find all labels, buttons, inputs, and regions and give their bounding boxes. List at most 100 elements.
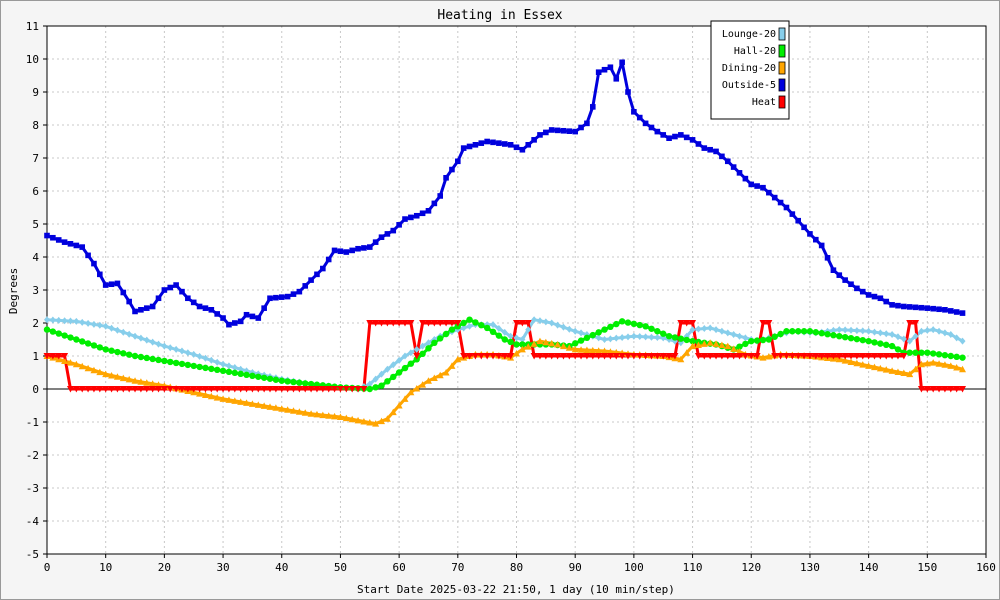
marker-lounge-20 — [507, 332, 514, 340]
marker-hall-20 — [90, 342, 98, 349]
marker-outside-5 — [771, 194, 778, 201]
marker-dining-20 — [882, 366, 890, 373]
marker-dining-20 — [847, 358, 855, 365]
marker-heat — [730, 353, 738, 360]
marker-heat — [248, 386, 256, 393]
marker-lounge-20 — [883, 330, 890, 338]
marker-lounge-20 — [742, 334, 749, 342]
marker-hall-20 — [249, 372, 256, 379]
marker-hall-20 — [61, 332, 68, 339]
marker-hall-20 — [213, 366, 221, 374]
marker-heat — [835, 353, 843, 360]
marker-hall-20 — [178, 360, 186, 368]
marker-hall-20 — [137, 353, 145, 361]
marker-outside-5 — [179, 288, 185, 295]
marker-outside-5 — [807, 231, 813, 237]
marker-heat — [313, 386, 321, 393]
marker-outside-5 — [801, 224, 807, 231]
marker-hall-20 — [736, 343, 743, 350]
marker-lounge-20 — [225, 362, 232, 370]
y-tick-label: 0 — [32, 383, 39, 396]
marker-heat — [959, 386, 967, 393]
y-tick-label: 8 — [32, 119, 39, 132]
marker-hall-20 — [677, 335, 685, 342]
marker-dining-20 — [207, 392, 215, 400]
marker-dining-20 — [571, 345, 579, 353]
marker-outside-5 — [149, 303, 156, 310]
marker-heat — [718, 353, 726, 360]
marker-dining-20 — [865, 362, 873, 369]
marker-lounge-20 — [79, 318, 86, 326]
marker-heat — [436, 320, 444, 327]
marker-outside-5 — [689, 137, 696, 143]
marker-lounge-20 — [196, 352, 203, 360]
marker-heat — [824, 353, 832, 360]
marker-lounge-20 — [689, 326, 696, 334]
marker-outside-5 — [267, 295, 273, 302]
marker-hall-20 — [237, 370, 244, 378]
marker-outside-5 — [167, 284, 174, 291]
marker-dining-20 — [61, 357, 69, 364]
marker-lounge-20 — [67, 317, 74, 325]
marker-heat — [753, 353, 761, 360]
marker-hall-20 — [395, 369, 403, 376]
marker-hall-20 — [55, 330, 62, 337]
marker-heat — [747, 353, 755, 360]
marker-outside-5 — [138, 307, 144, 313]
marker-lounge-20 — [178, 347, 185, 355]
marker-heat — [272, 386, 280, 393]
marker-heat — [237, 386, 245, 393]
marker-outside-5 — [372, 239, 379, 245]
marker-heat — [389, 320, 397, 327]
marker-heat — [254, 386, 262, 393]
marker-outside-5 — [859, 288, 866, 295]
marker-lounge-20 — [560, 323, 567, 331]
marker-outside-5 — [366, 244, 373, 250]
marker-outside-5 — [895, 302, 901, 309]
series-markers-hall-20 — [43, 316, 966, 393]
marker-outside-5 — [842, 277, 848, 283]
marker-dining-20 — [307, 410, 315, 417]
marker-dining-20 — [196, 390, 204, 397]
marker-dining-20 — [325, 412, 333, 419]
marker-heat — [225, 386, 233, 393]
marker-heat — [113, 386, 121, 393]
marker-lounge-20 — [707, 324, 714, 332]
marker-hall-20 — [871, 339, 878, 346]
marker-dining-20 — [712, 340, 720, 347]
marker-dining-20 — [401, 395, 409, 402]
marker-outside-5 — [220, 315, 226, 321]
legend-label-hall-20: Hall-20 — [734, 46, 776, 57]
marker-hall-20 — [472, 319, 479, 326]
marker-lounge-20 — [531, 316, 538, 324]
marker-heat — [530, 353, 538, 360]
marker-outside-5 — [208, 307, 215, 313]
marker-lounge-20 — [853, 327, 860, 335]
marker-outside-5 — [818, 242, 825, 249]
marker-heat — [847, 353, 855, 360]
marker-hall-20 — [789, 328, 796, 335]
y-tick-label: 9 — [32, 86, 39, 99]
marker-outside-5 — [572, 128, 578, 135]
marker-outside-5 — [343, 249, 350, 255]
marker-hall-20 — [442, 330, 450, 338]
marker-lounge-20 — [126, 330, 133, 338]
x-tick-label: 30 — [216, 561, 229, 574]
x-tick-label: 90 — [569, 561, 582, 574]
marker-heat — [583, 353, 591, 360]
marker-dining-20 — [859, 361, 867, 368]
marker-hall-20 — [260, 374, 268, 381]
marker-heat — [137, 386, 145, 393]
marker-outside-5 — [883, 298, 890, 305]
marker-outside-5 — [713, 148, 719, 155]
marker-outside-5 — [419, 210, 426, 217]
legend: Lounge-20 Hall-20 Dining-20 Outside-5 Heat — [710, 20, 790, 120]
marker-outside-5 — [408, 214, 414, 221]
marker-outside-5 — [901, 303, 907, 310]
marker-hall-20 — [231, 369, 238, 377]
marker-lounge-20 — [167, 344, 174, 352]
marker-dining-20 — [266, 403, 274, 410]
marker-hall-20 — [888, 342, 896, 350]
marker-hall-20 — [448, 326, 456, 333]
marker-hall-20 — [483, 324, 491, 332]
